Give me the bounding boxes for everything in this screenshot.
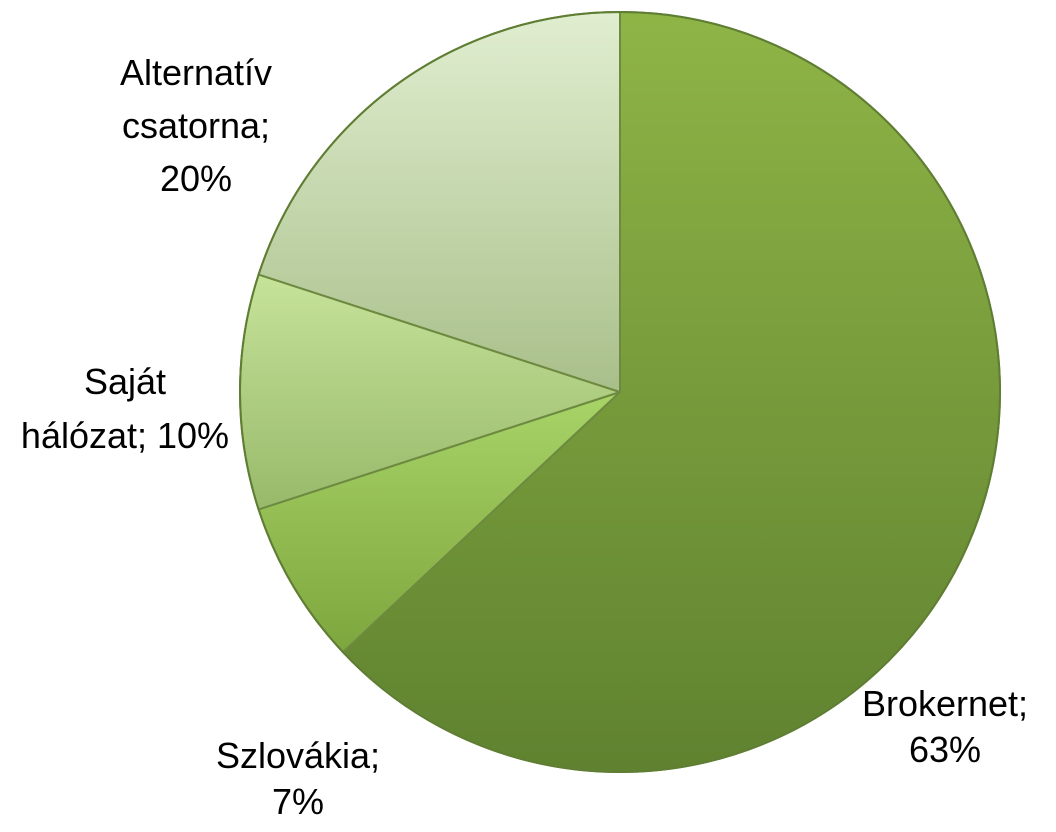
slice-label-line: csatorna; xyxy=(122,105,270,146)
slice-label-line: 20% xyxy=(160,158,232,199)
slice-label-line: Alternatív xyxy=(120,52,272,93)
pie-outline xyxy=(239,11,1001,773)
slice-label-line: Saját xyxy=(84,361,166,402)
slice-label-line: 7% xyxy=(272,781,324,822)
slice-label: Alternatív csatorna; 20% xyxy=(120,52,272,199)
slice-label-line: hálózat; 10% xyxy=(21,415,229,456)
slice-label: Saját hálózat; 10% xyxy=(21,361,229,456)
slice-label-line: Szlovákia; xyxy=(216,735,380,776)
slice-label-line: 63% xyxy=(909,729,981,770)
slice-label: Brokernet; 63% xyxy=(862,683,1028,770)
slice-label-line: Brokernet; xyxy=(862,683,1028,724)
pie-labels: Brokernet; 63% Szlovákia; 7% Saját hálózat; 1… xyxy=(21,52,1028,822)
slice-label: Szlovákia; 7% xyxy=(216,735,380,822)
pie-slices xyxy=(239,11,1001,773)
